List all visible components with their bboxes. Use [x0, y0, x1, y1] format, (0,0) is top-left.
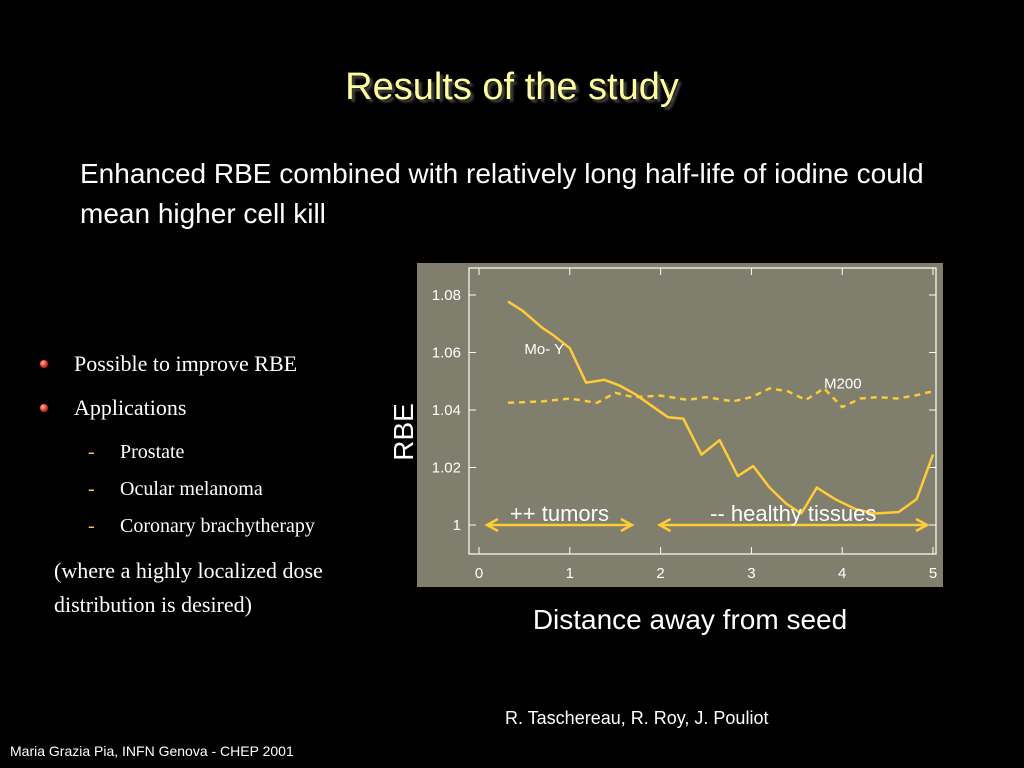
x-axis-label: Distance away from seed — [532, 604, 848, 635]
bullet-dot-icon — [40, 404, 48, 412]
series-line-mo-y — [507, 300, 935, 515]
x-tick-label: 3 — [747, 565, 755, 582]
bullet-label: Possible to improve RBE — [74, 351, 298, 376]
arrow-head-left-icon — [656, 517, 672, 533]
dash-icon: - — [88, 441, 95, 463]
bullet-improve-rbe: Possible to improve RBE — [38, 348, 398, 392]
note-text: (where a highly localized dose distribut… — [54, 558, 323, 617]
footer-text: Maria Grazia Pia, INFN Genova - CHEP 200… — [10, 743, 294, 759]
series-label: M200 — [824, 375, 862, 392]
x-tick-label: 4 — [838, 565, 846, 582]
y-axis-label: RBE — [388, 403, 419, 461]
sub-bullet-label: Coronary brachytherapy — [120, 515, 315, 537]
x-tick-label: 1 — [566, 565, 574, 582]
range-annotation-label: ++ tumors — [510, 501, 609, 526]
sub-bullet-label: Ocular melanoma — [120, 478, 263, 500]
sub-bullet-coronary: - Coronary brachytherapy — [38, 510, 398, 547]
slide-title: Results of the study — [345, 66, 679, 108]
y-tick-label: 1.02 — [432, 460, 461, 477]
plot-frame — [468, 267, 937, 555]
bullet-label: Applications — [74, 395, 187, 420]
bullet-list: Possible to improve RBE Applications - P… — [38, 348, 398, 547]
arrow-head-left-icon — [484, 517, 499, 533]
bullet-dot-icon — [40, 360, 48, 368]
sub-bullet-label: Prostate — [120, 441, 185, 463]
y-tick-label: 1.08 — [432, 287, 461, 304]
authors: R. Taschereau, R. Roy, J. Pouliot — [505, 708, 769, 728]
chart-background — [417, 263, 943, 587]
bullet-applications: Applications — [38, 392, 398, 436]
range-annotation-label: -- healthy tissues — [710, 501, 876, 526]
dash-icon: - — [88, 515, 95, 537]
sub-bullet-ocular-melanoma: - Ocular melanoma — [38, 473, 398, 510]
x-tick-label: 5 — [929, 565, 937, 582]
series-label: Mo- Y — [524, 341, 564, 358]
arrow-head-right-icon — [620, 517, 635, 533]
x-tick-label: 2 — [656, 565, 664, 582]
series-line-m200 — [508, 387, 934, 409]
intro-text: Enhanced RBE combined with relatively lo… — [80, 158, 924, 229]
x-tick-label: 0 — [475, 565, 483, 582]
dash-icon: - — [88, 478, 95, 500]
sub-bullet-prostate: - Prostate — [38, 436, 398, 473]
y-tick-label: 1 — [453, 517, 461, 534]
arrow-head-right-icon — [915, 517, 930, 533]
y-tick-label: 1.04 — [432, 402, 461, 419]
y-tick-label: 1.06 — [432, 345, 461, 362]
